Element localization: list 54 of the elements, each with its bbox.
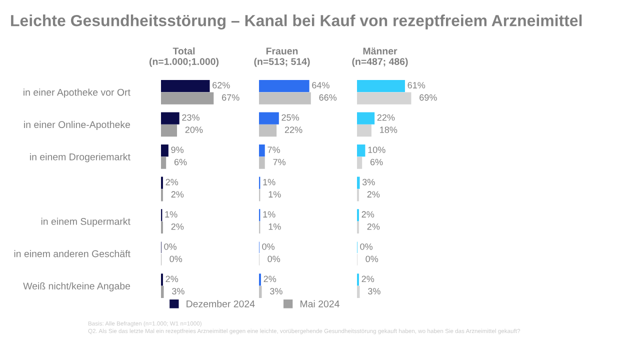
data-label: 22% [377, 114, 395, 121]
y-tick-label: in einem Drogeriemarkt [30, 153, 130, 162]
chart-title: Total (n=1.000;1.000) [149, 47, 219, 67]
legend-label: Dezember 2024 [186, 300, 255, 308]
data-label: 2% [171, 223, 184, 230]
data-label: 23% [182, 114, 200, 121]
data-label: 2% [264, 276, 276, 282]
data-label: 1% [268, 223, 281, 230]
data-label: 6% [370, 158, 383, 166]
y-tick-label: in einer Online-Apotheke [24, 120, 130, 130]
chart-title: Frauen (n=513; 514) [254, 48, 310, 67]
data-label: 3% [368, 288, 380, 294]
data-label: 2% [362, 276, 374, 282]
data-label: 0% [170, 256, 182, 262]
data-label: 6% [174, 158, 187, 166]
y-tick-label: in einem anderen Geschäft [14, 250, 130, 258]
text: Leichte Gesundheitsstörung – Kanal bei Kauf von rezeptfreiem Arzneimittel [11, 14, 582, 30]
data-label: 2% [362, 211, 374, 218]
data-label: 0% [164, 243, 177, 250]
data-label: 2% [166, 178, 178, 186]
data-label: 9% [171, 146, 184, 154]
data-label: 2% [171, 191, 184, 198]
data-label: 67% [222, 94, 240, 101]
legend-label: Mai 2024 [300, 300, 340, 308]
data-label: 64% [312, 82, 330, 88]
data-label: 1% [263, 178, 276, 186]
data-label: 18% [380, 126, 398, 133]
data-label: 1% [165, 211, 178, 218]
data-label: 10% [368, 146, 386, 154]
data-label: 3% [270, 288, 282, 294]
data-label: 61% [408, 82, 426, 88]
data-label: 20% [185, 126, 203, 133]
data-label: 69% [420, 94, 437, 101]
data-label: 0% [366, 256, 378, 262]
data-label: 2% [166, 276, 178, 282]
data-label: 0% [268, 256, 280, 262]
data-label: 2% [367, 223, 380, 230]
data-label: 3% [172, 288, 184, 294]
data-label: 62% [212, 82, 230, 88]
y-tick-label: in einem Supermarkt [41, 218, 130, 227]
chart-title: Männer (n=487; 486) [352, 48, 408, 67]
y-tick-label: in einer Apotheke vor Ort [24, 88, 130, 98]
data-label: 2% [367, 191, 380, 198]
data-label: 7% [273, 158, 286, 166]
data-label: 66% [319, 94, 337, 101]
data-label: 1% [268, 191, 281, 198]
data-label: 25% [282, 114, 300, 121]
data-label: 1% [263, 211, 276, 218]
data-label: 0% [262, 243, 275, 250]
data-label: 7% [268, 146, 280, 153]
data-label: 22% [284, 126, 302, 133]
y-tick-label: Weiß nicht/keine Angabe [23, 282, 130, 292]
data-label: 0% [360, 243, 373, 250]
data-label: 3% [362, 178, 375, 186]
